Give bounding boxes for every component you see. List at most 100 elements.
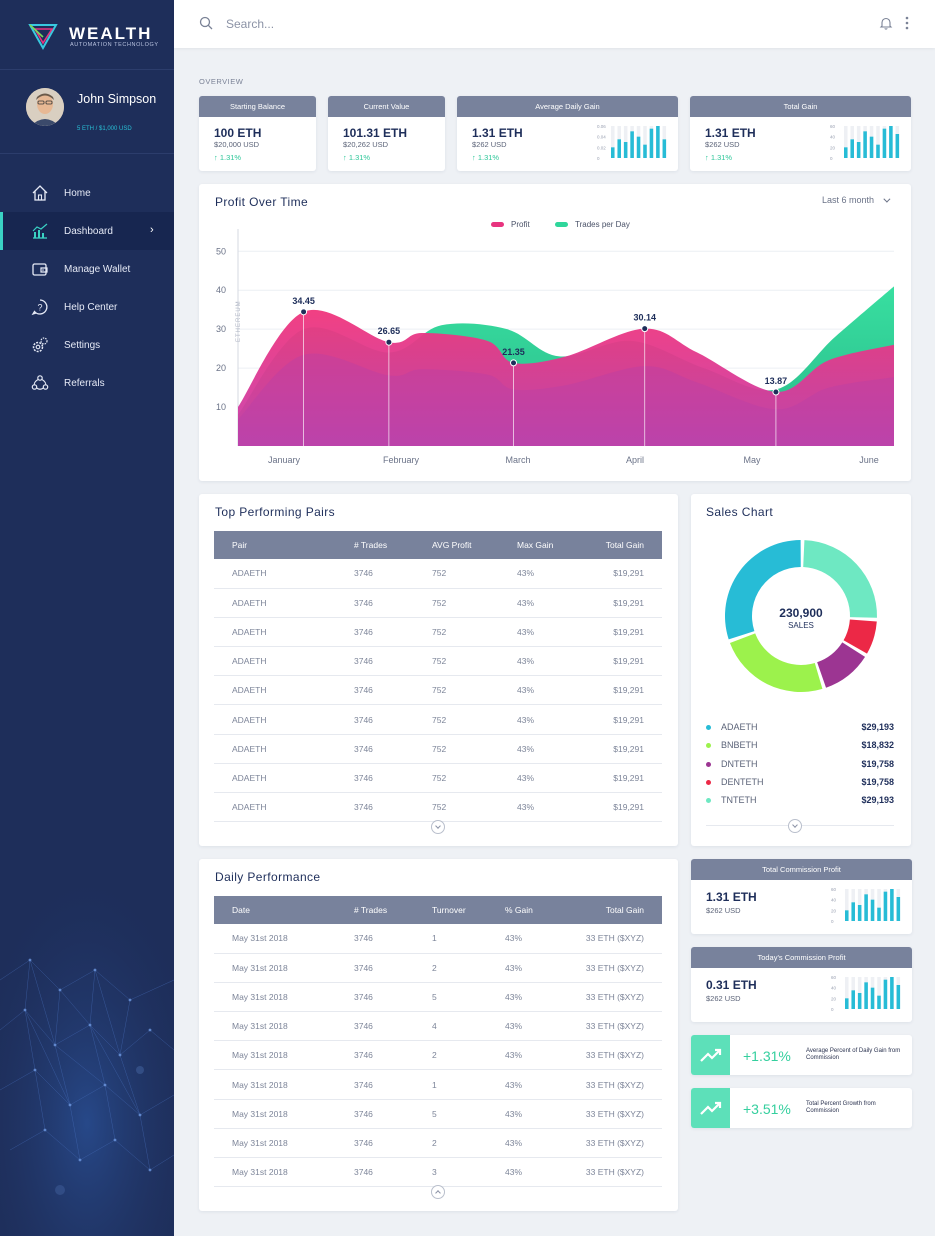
table-row[interactable]: May 31st 2018 3746 3 43% 33 ETH ($XYZ) — [214, 1157, 662, 1188]
legend-item[interactable]: ADAETH $29,193 — [706, 720, 894, 738]
table-cell: 33 ETH ($XYZ) — [555, 982, 662, 1013]
table-cell: 33 ETH ($XYZ) — [555, 924, 662, 954]
table-row[interactable]: May 31st 2018 3746 2 43% 33 ETH ($XYZ) — [214, 1040, 662, 1071]
column-header[interactable]: # Trades — [336, 896, 414, 924]
table-cell: 3746 — [336, 1099, 414, 1129]
table-cell: 3746 — [336, 792, 414, 823]
mini-bar — [864, 982, 868, 1009]
table-cell: 3746 — [336, 675, 414, 706]
table-row[interactable]: ADAETH 3746 752 43% $19,291 — [214, 792, 662, 823]
sales-total: 230,900 — [779, 606, 823, 620]
table-row[interactable]: May 31st 2018 3746 2 43% 33 ETH ($XYZ) — [214, 953, 662, 983]
table-cell: 3746 — [336, 1040, 414, 1071]
table-row[interactable]: May 31st 2018 3746 4 43% 33 ETH ($XYZ) — [214, 1011, 662, 1042]
table-cell: 3746 — [336, 982, 414, 1013]
data-point[interactable] — [300, 308, 308, 316]
donut-slice[interactable] — [729, 633, 823, 692]
table-row[interactable]: May 31st 2018 3746 2 43% 33 ETH ($XYZ) — [214, 1128, 662, 1159]
data-point[interactable] — [385, 338, 393, 346]
data-point[interactable] — [772, 388, 780, 396]
mini-bar — [877, 995, 881, 1009]
sidebar-item-settings[interactable]: Settings — [0, 326, 174, 364]
donut-slice[interactable] — [725, 540, 801, 640]
donut-slice[interactable] — [817, 642, 866, 688]
stat-change: ↑ 1.31% — [472, 153, 500, 162]
wealth-logo-icon — [28, 24, 58, 51]
more-vertical-icon[interactable] — [902, 14, 912, 32]
legend-item[interactable]: TNTETH $29,193 — [706, 793, 894, 811]
sidebar-item-dashboard[interactable]: Dashboard › — [0, 212, 174, 250]
column-header[interactable]: AVG Profit — [414, 531, 499, 559]
mini-bar — [649, 128, 654, 158]
table-row[interactable]: ADAETH 3746 752 43% $19,291 — [214, 704, 662, 735]
growth-description: Total Percent Growth from Commission — [806, 1101, 876, 1114]
column-header[interactable]: Date — [214, 896, 336, 924]
table-cell: $19,291 — [579, 763, 662, 794]
table-row[interactable]: ADAETH 3746 752 43% $19,291 — [214, 559, 662, 589]
search-icon[interactable] — [199, 16, 213, 30]
column-header[interactable]: % Gain — [487, 896, 555, 924]
sidebar-item-label: Referrals — [64, 378, 105, 389]
mini-bar — [882, 128, 887, 158]
table-cell: ADAETH — [214, 559, 336, 589]
table-row[interactable]: ADAETH 3746 752 43% $19,291 — [214, 763, 662, 794]
table-row[interactable]: May 31st 2018 3746 1 43% 33 ETH ($XYZ) — [214, 924, 662, 954]
table-row[interactable]: May 31st 2018 3746 5 43% 33 ETH ($XYZ) — [214, 1099, 662, 1129]
stat-eth-value: 1.31 ETH — [706, 890, 757, 904]
table-row[interactable]: May 31st 2018 3746 1 43% 33 ETH ($XYZ) — [214, 1069, 662, 1100]
table-cell: 752 — [414, 559, 499, 589]
data-point[interactable] — [510, 359, 518, 367]
scroll-up-button[interactable] — [431, 1185, 445, 1199]
stat-usd-value: $262 USD — [706, 906, 741, 915]
table-row[interactable]: ADAETH 3746 752 43% $19,291 — [214, 646, 662, 677]
sidebar: WEALTH AUTOMATION TECHNOLOGY John Simpso… — [0, 0, 174, 1236]
table-row[interactable]: ADAETH 3746 752 43% $19,291 — [214, 617, 662, 648]
column-header[interactable]: Turnover — [414, 896, 487, 924]
legend-item[interactable]: DENTETH $19,758 — [706, 775, 894, 793]
table-cell: May 31st 2018 — [214, 1040, 336, 1071]
table-row[interactable]: May 31st 2018 3746 5 43% 33 ETH ($XYZ) — [214, 982, 662, 1013]
table-cell: 43% — [499, 617, 579, 648]
column-header[interactable]: Total Gain — [555, 896, 662, 924]
column-header[interactable]: # Trades — [336, 531, 414, 559]
column-header[interactable]: Max Gain — [499, 531, 579, 559]
table-row[interactable]: ADAETH 3746 752 43% $19,291 — [214, 588, 662, 618]
x-tick-label: January — [268, 455, 301, 465]
sidebar-item-home[interactable]: Home — [0, 174, 174, 212]
table-cell: 33 ETH ($XYZ) — [555, 1011, 662, 1042]
legend-item[interactable]: DNTETH $19,758 — [706, 757, 894, 775]
donut-slice[interactable] — [803, 540, 877, 618]
avatar[interactable] — [26, 88, 64, 126]
donut-slice[interactable] — [843, 619, 877, 654]
sidebar-item-manage-wallet[interactable]: Manage Wallet — [0, 250, 174, 288]
x-tick-label: February — [383, 455, 420, 465]
period-dropdown[interactable]: Last 6 month — [822, 195, 890, 205]
bell-icon[interactable] — [879, 16, 893, 30]
table-cell: 43% — [487, 1069, 555, 1100]
sidebar-item-help-center[interactable]: ? Help Center — [0, 288, 174, 326]
growth-percent: +3.51% — [743, 1101, 791, 1117]
table-row[interactable]: ADAETH 3746 752 43% $19,291 — [214, 734, 662, 764]
search-input[interactable] — [226, 14, 786, 34]
table-cell: 43% — [487, 982, 555, 1013]
table-row[interactable]: ADAETH 3746 752 43% $19,291 — [214, 675, 662, 706]
user-profile[interactable]: John Simpson 5 ETH / $1,000 USD — [0, 70, 174, 154]
mini-bar — [623, 142, 628, 158]
mini-bar — [876, 144, 880, 158]
table-cell: 3746 — [336, 704, 414, 735]
wallet-icon — [32, 263, 48, 276]
x-tick-label: April — [626, 455, 644, 465]
column-header[interactable]: Pair — [214, 531, 336, 559]
mini-tick-label: 0.02 — [597, 145, 606, 150]
legend-dot — [706, 743, 711, 749]
data-point[interactable] — [641, 325, 649, 333]
scroll-down-button[interactable] — [788, 819, 802, 833]
sidebar-item-label: Home — [64, 188, 91, 199]
legend-item[interactable]: BNBETH $18,832 — [706, 738, 894, 756]
sidebar-item-label: Manage Wallet — [64, 264, 131, 275]
sidebar-item-referrals[interactable]: Referrals — [0, 364, 174, 402]
scroll-down-button[interactable] — [431, 820, 445, 834]
stat-card-title: Average Daily Gain — [457, 96, 678, 117]
column-header[interactable]: Total Gain — [579, 531, 662, 559]
table-cell: $19,291 — [579, 588, 662, 618]
